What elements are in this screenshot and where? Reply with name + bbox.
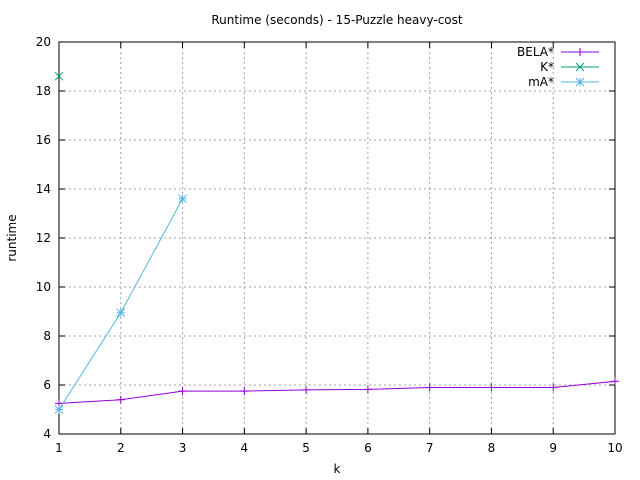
x-tick-label: 5 bbox=[302, 441, 310, 455]
y-tick-label: 20 bbox=[36, 35, 51, 49]
chart-title: Runtime (seconds) - 15-Puzzle heavy-cost bbox=[211, 13, 463, 27]
data-point-ma bbox=[116, 308, 126, 318]
grid-layer bbox=[59, 42, 615, 434]
x-tick-label: 10 bbox=[607, 441, 622, 455]
marker-stroke bbox=[54, 71, 64, 81]
x-tick-label: 4 bbox=[241, 441, 249, 455]
legend-item-ma: mA* bbox=[528, 75, 599, 89]
x-tick-label: 8 bbox=[488, 441, 496, 455]
x-tick-label: 6 bbox=[364, 441, 372, 455]
x-tick-label: 2 bbox=[117, 441, 125, 455]
series-line-bela bbox=[58, 380, 616, 404]
series-ma bbox=[54, 194, 187, 414]
y-tick-label: 4 bbox=[43, 427, 51, 441]
marker-stroke bbox=[116, 308, 126, 318]
series-bela bbox=[55, 377, 619, 408]
data-point-bela bbox=[178, 387, 187, 396]
y-tick-label: 10 bbox=[36, 280, 51, 294]
data-point-bela bbox=[240, 387, 249, 396]
data-point-bela bbox=[116, 395, 125, 404]
legend-label: BELA* bbox=[517, 45, 554, 59]
data-point-bela bbox=[611, 377, 619, 386]
legend-item-bela: BELA* bbox=[517, 45, 599, 59]
marker-stroke bbox=[575, 77, 585, 87]
legend-label: mA* bbox=[528, 75, 554, 89]
y-tick-label: 16 bbox=[36, 133, 51, 147]
legend: BELA*K*mA* bbox=[517, 45, 599, 89]
marker-stroke bbox=[178, 194, 187, 204]
x-tick-label: 1 bbox=[55, 441, 63, 455]
data-point-bela bbox=[549, 383, 558, 392]
legend-item-k: K* bbox=[540, 60, 599, 74]
legend-marker bbox=[575, 62, 585, 72]
y-tick-label: 14 bbox=[36, 182, 51, 196]
data-point-bela bbox=[425, 383, 434, 392]
data-point-bela bbox=[302, 385, 311, 394]
plot-frame bbox=[58, 41, 616, 435]
y-tick-label: 12 bbox=[36, 231, 51, 245]
y-tick-label: 18 bbox=[36, 84, 51, 98]
x-tick-label: 9 bbox=[549, 441, 557, 455]
x-axis-label: k bbox=[334, 462, 341, 476]
y-tick-label: 8 bbox=[43, 329, 51, 343]
x-tick-label: 3 bbox=[179, 441, 187, 455]
series-layer bbox=[54, 71, 619, 414]
legend-marker bbox=[576, 48, 584, 56]
series-k bbox=[54, 71, 64, 81]
x-tick-label: 7 bbox=[426, 441, 434, 455]
data-point-ma bbox=[178, 194, 187, 204]
legend-label: K* bbox=[540, 60, 554, 74]
marker-stroke bbox=[54, 405, 64, 414]
y-tick-label: 6 bbox=[43, 378, 51, 392]
marker-stroke bbox=[575, 62, 585, 72]
data-point-bela bbox=[487, 383, 496, 392]
data-point-k bbox=[54, 71, 64, 81]
data-point-ma bbox=[54, 405, 64, 414]
data-point-bela bbox=[363, 385, 372, 394]
legend-marker bbox=[575, 77, 585, 87]
y-axis-label: runtime bbox=[5, 214, 19, 261]
